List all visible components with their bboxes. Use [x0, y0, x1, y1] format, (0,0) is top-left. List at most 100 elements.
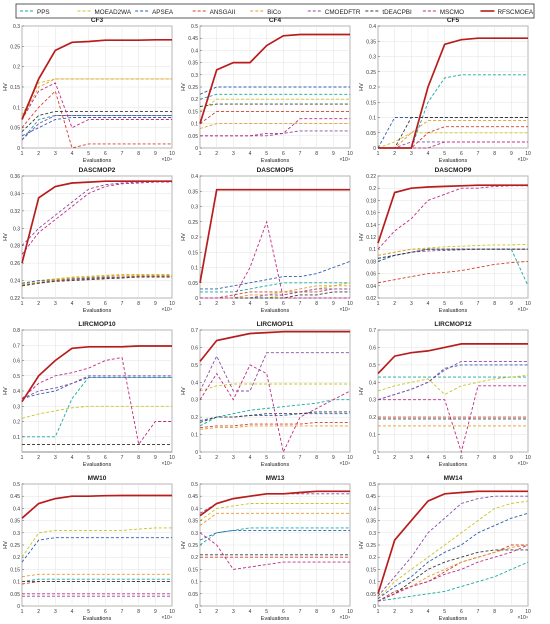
y-tick-label: 0.4	[369, 506, 376, 512]
y-tick-label: 0.2	[369, 555, 376, 561]
series-line	[21, 110, 172, 133]
panel-title: CF3	[91, 17, 104, 24]
series-line	[377, 360, 528, 401]
series-line	[21, 578, 172, 583]
x-tick-label: 7	[477, 151, 480, 157]
y-tick-label: 0.2	[369, 186, 376, 192]
y-tick-label: 0.3	[191, 398, 198, 404]
x-tick-label: 9	[510, 151, 513, 157]
x-tick-label: 10	[169, 301, 175, 307]
y-axis-label: HV	[181, 541, 187, 549]
y-tick-label: 0.5	[13, 482, 20, 488]
y-tick-label: 0.2	[13, 420, 20, 426]
y-tick-label: 0	[195, 450, 198, 456]
y-tick-label: 0.15	[10, 85, 20, 91]
y-axis-label: HV	[3, 541, 9, 549]
x-tick-label: 5	[443, 455, 446, 461]
y-tick-label: 0	[195, 296, 198, 302]
y-tick-label: 0.1	[369, 116, 376, 122]
y-axis-label: HV	[359, 83, 365, 91]
y-tick-label: 0.2	[13, 555, 20, 561]
series-line	[21, 276, 172, 287]
legend-label: BiCo	[267, 9, 281, 16]
series-line	[21, 90, 172, 149]
x-tick-label: 8	[315, 609, 318, 615]
y-tick-label: 0	[17, 146, 20, 152]
x-tick-label: 7	[477, 301, 480, 307]
x-exponent: ×10⁴	[161, 157, 172, 163]
legend-label: PPS	[37, 9, 50, 16]
x-tick-label: 2	[37, 151, 40, 157]
y-tick-label: 0.05	[366, 592, 376, 598]
x-tick-label: 10	[347, 301, 353, 307]
x-tick-label: 9	[332, 609, 335, 615]
y-axis-label: HV	[3, 387, 9, 395]
x-tick-label: 4	[249, 301, 252, 307]
y-tick-label: 0.25	[366, 70, 376, 76]
x-tick-label: 2	[37, 609, 40, 615]
x-tick-label: 3	[232, 455, 235, 461]
x-exponent: ×10⁴	[161, 461, 172, 467]
series-line	[21, 115, 172, 141]
x-tick-label: 4	[249, 609, 252, 615]
x-tick-label: 4	[427, 151, 430, 157]
x-tick-label: 9	[154, 455, 157, 461]
x-tick-label: 2	[37, 455, 40, 461]
legend-label: CMOEDFTR	[325, 9, 361, 16]
x-tick-label: 10	[347, 151, 353, 157]
x-tick-label: 8	[493, 301, 496, 307]
x-axis-label: Evaluations	[439, 616, 468, 622]
y-tick-label: 0.05	[10, 592, 20, 598]
x-axis-label: Evaluations	[83, 308, 112, 314]
x-tick-label: 6	[104, 301, 107, 307]
x-tick-label: 7	[299, 455, 302, 461]
series-line	[22, 376, 172, 438]
x-tick-label: 10	[525, 301, 531, 307]
y-axis-label: HV	[3, 233, 9, 241]
chart-panel: DASCMOP5 0 0.05 0.1 0.15 0.2 0.25 0.3 0.35 0.4 1 2 3…	[181, 167, 353, 314]
y-tick-label: 0.1	[191, 433, 198, 439]
y-axis-label: HV	[181, 233, 187, 241]
x-tick-label: 3	[410, 455, 413, 461]
x-tick-label: 5	[87, 151, 90, 157]
series-line	[199, 532, 350, 570]
x-tick-label: 2	[215, 151, 218, 157]
x-tick-label: 9	[510, 609, 513, 615]
series-line	[377, 490, 528, 595]
y-tick-label: 0.16	[366, 211, 376, 217]
y-tick-label: 0	[373, 146, 376, 152]
series-line	[199, 383, 350, 392]
y-tick-label: 0.26	[10, 261, 20, 267]
y-tick-label: 0.22	[366, 174, 376, 180]
series-line	[21, 115, 172, 141]
y-tick-label: 0.3	[369, 531, 376, 537]
y-tick-label: 0.05	[366, 131, 376, 137]
x-tick-label: 7	[299, 301, 302, 307]
series-line	[199, 421, 350, 429]
series-line	[21, 405, 172, 419]
x-tick-label: 1	[21, 151, 24, 157]
x-tick-label: 3	[54, 301, 57, 307]
y-tick-label: 0.2	[191, 97, 198, 103]
series-line	[377, 185, 528, 250]
x-tick-label: 6	[282, 455, 285, 461]
y-tick-label: 0.15	[366, 567, 376, 573]
y-tick-label: 0.24	[10, 279, 20, 285]
x-tick-label: 2	[215, 301, 218, 307]
x-tick-label: 4	[71, 151, 74, 157]
y-tick-label: 0.34	[10, 191, 20, 197]
panel-title: LIRCMOP10	[78, 321, 116, 328]
series-line	[21, 376, 172, 400]
y-tick-label: 0.05	[188, 592, 198, 598]
series-line	[377, 343, 528, 375]
legend-label: tDEACPBI	[382, 9, 412, 16]
y-tick-label: 0.15	[10, 567, 20, 573]
series-line	[200, 220, 350, 299]
y-tick-label: 0.6	[13, 359, 20, 365]
x-tick-label: 10	[525, 455, 531, 461]
x-exponent: ×10⁴	[161, 615, 172, 621]
x-tick-label: 2	[393, 455, 396, 461]
y-tick-label: 0.1	[191, 266, 198, 272]
legend-label: ANSGAII	[210, 9, 236, 16]
